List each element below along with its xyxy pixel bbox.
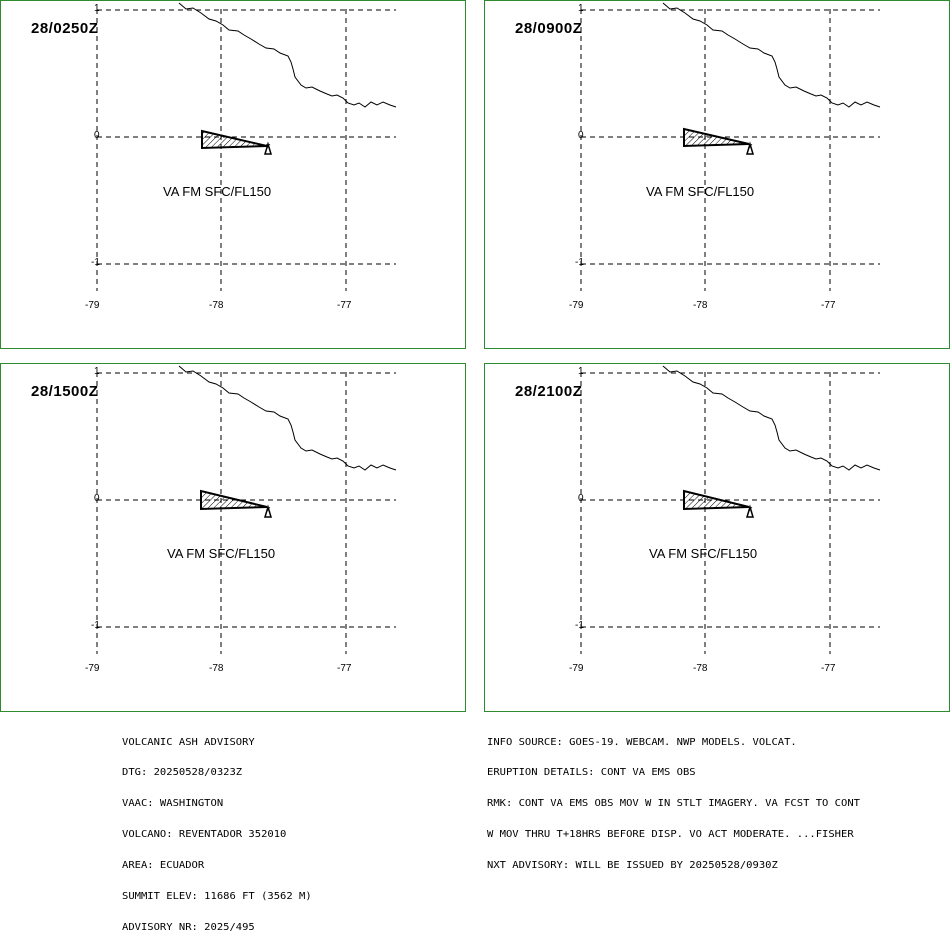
volcano-icon <box>745 141 755 155</box>
svg-text:x: x <box>266 141 271 151</box>
lon-tick-label: -77 <box>821 300 836 311</box>
advisory-line: W MOV THRU T+18HRS BEFORE DISP. VO ACT M… <box>487 829 854 841</box>
lon-tick-label: -78 <box>693 663 708 674</box>
ash-cloud-polygon <box>200 489 268 511</box>
lon-tick-label: -78 <box>209 663 224 674</box>
advisory-line: VOLCANIC ASH ADVISORY <box>122 736 255 748</box>
ash-cloud-polygon <box>683 489 750 511</box>
va-level-label: VA FM SFC/FL150 <box>646 184 755 199</box>
va-level-label: VA FM SFC/FL150 <box>649 546 758 561</box>
advisory-remarks-block: INFO SOURCE: GOES-19. WEBCAM. NWP MODELS… <box>487 717 860 882</box>
lat-tick-label: 0 <box>94 130 100 141</box>
lon-tick-label: -78 <box>693 300 708 311</box>
advisory-line: NXT ADVISORY: WILL BE ISSUED BY 20250528… <box>487 860 778 872</box>
volcano-icon <box>745 504 755 518</box>
lon-tick-label: -79 <box>569 300 584 311</box>
lat-tick-label: 1 <box>578 3 584 14</box>
map-graphic-4: x <box>580 365 881 654</box>
lon-tick-label: -79 <box>569 663 584 674</box>
lat-tick-label: 1 <box>94 3 100 14</box>
ash-cloud-polygon <box>683 127 750 148</box>
svg-text:x: x <box>748 141 753 151</box>
panel-time-label: 28/0250Z <box>31 20 99 37</box>
advisory-line: VAAC: WASHINGTON <box>122 798 224 810</box>
advisory-line: DTG: 20250528/0323Z <box>122 767 243 779</box>
lon-tick-label: -79 <box>85 300 100 311</box>
panel-time-label: 28/1500Z <box>31 383 99 400</box>
lat-tick-label: -1 <box>575 257 584 268</box>
va-level-label: VA FM SFC/FL150 <box>167 546 276 561</box>
svg-text:x: x <box>266 504 271 514</box>
lat-tick-label: 1 <box>94 366 100 377</box>
lon-tick-label: -78 <box>209 300 224 311</box>
panel-time-label: 28/0900Z <box>515 20 583 37</box>
advisory-line: ERUPTION DETAILS: CONT VA EMS OBS <box>487 767 696 779</box>
lat-tick-label: 0 <box>94 493 100 504</box>
advisory-line: AREA: ECUADOR <box>122 860 205 872</box>
lat-tick-label: -1 <box>91 620 100 631</box>
panel-time-label: 28/2100Z <box>515 383 583 400</box>
va-level-label: VA FM SFC/FL150 <box>163 184 272 199</box>
forecast-panel-4: x 28/2100Z VA FM SFC/FL150 -79 -78 -77 1… <box>484 363 950 712</box>
lon-tick-label: -77 <box>337 663 352 674</box>
lat-tick-label: 1 <box>578 366 584 377</box>
volcano-icon <box>263 141 273 155</box>
forecast-panel-2: x 28/0900Z VA FM SFC/FL150 -79 -78 -77 1… <box>484 0 950 349</box>
forecast-panel-1: x 28/0250Z VA FM SFC/FL150 -79 -78 -77 1… <box>0 0 466 349</box>
advisory-line: VOLCANO: REVENTADOR 352010 <box>122 829 287 841</box>
coastline <box>662 365 881 471</box>
coastline <box>662 2 881 108</box>
advisory-line: RMK: CONT VA EMS OBS MOV W IN STLT IMAGE… <box>487 798 860 810</box>
advisory-header-block: VOLCANIC ASH ADVISORY DTG: 20250528/0323… <box>122 717 312 944</box>
lon-tick-label: -77 <box>821 663 836 674</box>
coastline <box>178 2 397 108</box>
svg-text:x: x <box>748 504 753 514</box>
lat-tick-label: -1 <box>575 620 584 631</box>
coastline <box>178 365 397 471</box>
map-graphic-1: x <box>96 2 397 291</box>
lat-tick-label: -1 <box>91 257 100 268</box>
lon-tick-label: -77 <box>337 300 352 311</box>
forecast-panel-3: x 28/1500Z VA FM SFC/FL150 -79 -78 -77 1… <box>0 363 466 712</box>
lat-tick-label: 0 <box>578 493 584 504</box>
advisory-line: SUMMIT ELEV: 11686 FT (3562 M) <box>122 891 312 903</box>
advisory-line: ADVISORY NR: 2025/495 <box>122 921 255 933</box>
lat-tick-label: 0 <box>578 130 584 141</box>
volcano-icon <box>263 504 273 518</box>
ash-cloud-polygon <box>201 129 268 150</box>
map-graphic-2: x <box>580 2 881 291</box>
lon-tick-label: -79 <box>85 663 100 674</box>
map-graphic-3: x <box>96 365 397 654</box>
advisory-line: INFO SOURCE: GOES-19. WEBCAM. NWP MODELS… <box>487 736 797 748</box>
